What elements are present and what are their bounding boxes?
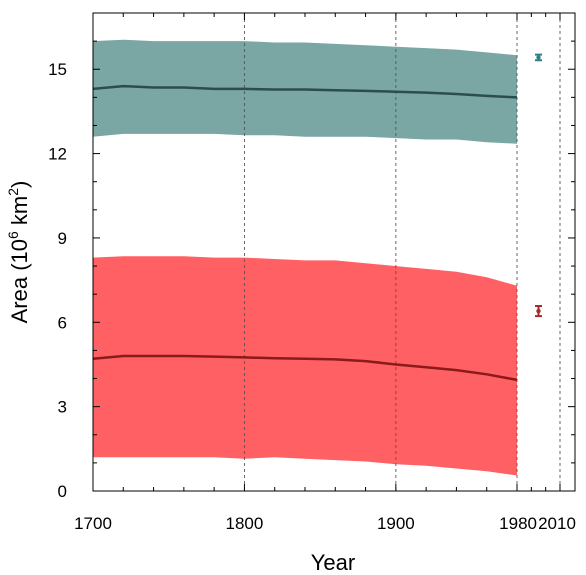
x-tick-label-2010: 2010	[538, 514, 576, 533]
x-tick-label-1980: 1980	[499, 514, 537, 533]
x-tick-label-1800: 1800	[226, 514, 264, 533]
series-band-2	[93, 256, 517, 476]
y-tick-label-15: 15	[48, 60, 67, 79]
series-bands	[93, 39, 517, 476]
y-tick-label-3: 3	[58, 398, 67, 417]
series-mean-line-2	[92, 354, 518, 382]
observation-marker-1	[535, 53, 542, 62]
observation-marker-2	[535, 304, 542, 318]
y-tick-label-12: 12	[48, 145, 67, 164]
series-mean-lines	[92, 84, 518, 382]
y-tick-label-0: 0	[58, 482, 67, 501]
x-tick-labels: 1700 1800 1900 1980 2010	[74, 514, 576, 533]
observation-point-2	[536, 308, 541, 314]
plot-frame	[92, 12, 576, 492]
observation-point-1	[536, 55, 541, 60]
series-mean-line-1	[92, 84, 518, 99]
y-tick-labels: 0 3 6 9 12 15	[48, 60, 67, 501]
x-tick-label-1700: 1700	[74, 514, 112, 533]
y-tick-label-9: 9	[58, 229, 67, 248]
y-axis-title: Area (106 km2)	[5, 181, 32, 324]
x-axis-title: Year	[311, 550, 355, 575]
series-band-1	[93, 39, 517, 144]
x-tick-label-1900: 1900	[377, 514, 415, 533]
y-tick-label-6: 6	[58, 313, 67, 332]
axes	[92, 12, 576, 492]
observation-markers	[535, 53, 542, 318]
